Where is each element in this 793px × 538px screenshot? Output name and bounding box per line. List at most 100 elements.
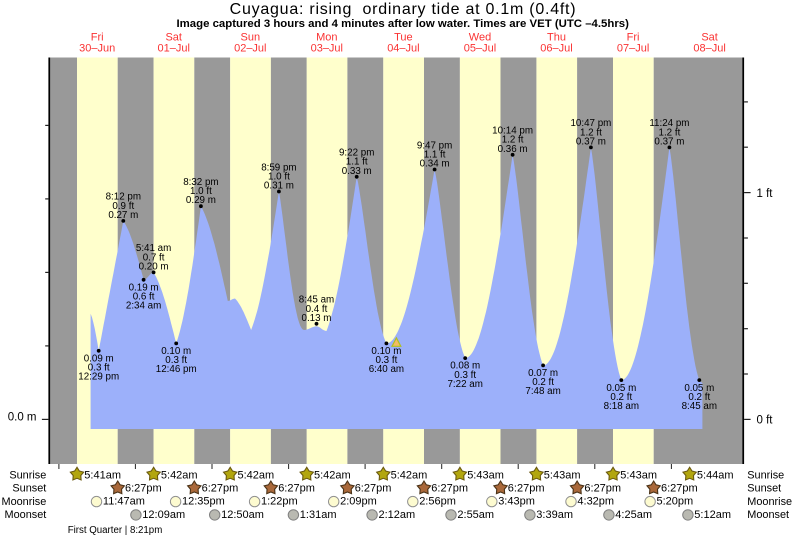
svg-text:8:45 am: 8:45 am xyxy=(299,295,334,306)
svg-text:0.10 m: 0.10 m xyxy=(161,346,191,357)
svg-text:1.0 ft: 1.0 ft xyxy=(268,171,290,182)
svg-text:5:41 am: 5:41 am xyxy=(136,243,171,254)
svg-text:4:25am: 4:25am xyxy=(615,509,652,521)
svg-text:5:12am: 5:12am xyxy=(694,509,731,521)
svg-text:0.10 m: 0.10 m xyxy=(371,346,401,357)
svg-text:5:42am: 5:42am xyxy=(238,469,275,481)
svg-text:9:22 pm: 9:22 pm xyxy=(339,148,374,159)
svg-text:Moonrise: Moonrise xyxy=(2,496,47,508)
svg-text:5:41am: 5:41am xyxy=(84,469,121,481)
svg-text:11:47am: 11:47am xyxy=(103,496,145,508)
svg-text:0.6 ft: 0.6 ft xyxy=(133,292,155,303)
svg-text:0.09 m: 0.09 m xyxy=(84,353,114,364)
svg-text:5:43am: 5:43am xyxy=(544,469,581,481)
svg-text:12:29 pm: 12:29 pm xyxy=(78,372,119,383)
svg-text:04–Jul: 04–Jul xyxy=(387,43,419,55)
svg-text:Tue: Tue xyxy=(394,32,413,44)
svg-text:6:27pm: 6:27pm xyxy=(278,483,315,495)
svg-text:0.2 ft: 0.2 ft xyxy=(532,377,554,388)
svg-text:5:44am: 5:44am xyxy=(697,469,734,481)
svg-text:05–Jul: 05–Jul xyxy=(464,43,496,55)
svg-text:0.3 ft: 0.3 ft xyxy=(454,370,476,381)
svg-text:6:40 am: 6:40 am xyxy=(369,364,404,375)
svg-text:0.20 m: 0.20 m xyxy=(139,261,169,272)
svg-text:1:31am: 1:31am xyxy=(300,509,337,521)
svg-text:5:42am: 5:42am xyxy=(314,469,351,481)
svg-text:8:45 am: 8:45 am xyxy=(682,401,717,412)
svg-text:0.9 ft: 0.9 ft xyxy=(112,201,134,212)
svg-text:10:14 pm: 10:14 pm xyxy=(492,126,533,137)
svg-text:2:12am: 2:12am xyxy=(379,509,416,521)
svg-text:8:18 am: 8:18 am xyxy=(604,401,639,412)
svg-text:12:09am: 12:09am xyxy=(142,509,185,521)
svg-text:Sat: Sat xyxy=(701,32,718,44)
svg-text:1.1 ft: 1.1 ft xyxy=(346,157,368,168)
svg-text:Sat: Sat xyxy=(165,32,182,44)
svg-text:0.4 ft: 0.4 ft xyxy=(306,304,328,315)
svg-text:6:27pm: 6:27pm xyxy=(584,483,621,495)
svg-text:6:27pm: 6:27pm xyxy=(508,483,545,495)
svg-text:0.36 m: 0.36 m xyxy=(498,144,528,155)
svg-text:08–Jul: 08–Jul xyxy=(693,43,725,55)
svg-text:0.05 m: 0.05 m xyxy=(684,383,714,394)
svg-text:2:56pm: 2:56pm xyxy=(419,496,456,508)
svg-text:Sunset: Sunset xyxy=(747,483,781,495)
svg-text:5:20pm: 5:20pm xyxy=(657,496,694,508)
svg-text:9:47 pm: 9:47 pm xyxy=(417,140,452,151)
svg-text:5:43am: 5:43am xyxy=(467,469,504,481)
svg-text:0.29 m: 0.29 m xyxy=(186,195,216,206)
svg-text:6:27pm: 6:27pm xyxy=(125,483,162,495)
svg-text:0 ft: 0 ft xyxy=(757,415,774,427)
svg-text:3:43pm: 3:43pm xyxy=(498,496,535,508)
svg-text:7:22 am: 7:22 am xyxy=(447,379,482,390)
svg-text:5:43am: 5:43am xyxy=(620,469,657,481)
svg-text:Image captured 3 hours and 4 m: Image captured 3 hours and 4 minutes aft… xyxy=(177,18,630,30)
svg-text:2:55am: 2:55am xyxy=(457,509,494,521)
svg-text:30–Jun: 30–Jun xyxy=(79,43,115,55)
svg-text:0.34 m: 0.34 m xyxy=(420,159,450,170)
svg-text:11:24 pm: 11:24 pm xyxy=(649,118,689,129)
svg-text:4:32pm: 4:32pm xyxy=(577,496,614,508)
svg-text:03–Jul: 03–Jul xyxy=(311,43,343,55)
svg-text:Wed: Wed xyxy=(469,32,491,44)
svg-text:Fri: Fri xyxy=(91,32,104,44)
svg-text:7:48 am: 7:48 am xyxy=(525,386,560,397)
svg-text:Sunset: Sunset xyxy=(12,483,46,495)
svg-text:0.37 m: 0.37 m xyxy=(576,136,606,147)
svg-text:5:42am: 5:42am xyxy=(391,469,428,481)
svg-text:0.37 m: 0.37 m xyxy=(654,136,684,147)
svg-text:1:22pm: 1:22pm xyxy=(261,496,298,508)
svg-text:5:42am: 5:42am xyxy=(161,469,198,481)
svg-text:8:32 pm: 8:32 pm xyxy=(183,177,218,188)
svg-text:Thu: Thu xyxy=(547,32,566,44)
svg-text:07–Jul: 07–Jul xyxy=(617,43,649,55)
svg-text:First Quarter | 8:21pm: First Quarter | 8:21pm xyxy=(68,525,163,536)
svg-text:12:50am: 12:50am xyxy=(221,509,264,521)
svg-text:6:27pm: 6:27pm xyxy=(431,483,468,495)
svg-text:Moonset: Moonset xyxy=(747,509,789,521)
svg-text:1.2 ft: 1.2 ft xyxy=(502,135,524,146)
svg-text:0.0 m: 0.0 m xyxy=(8,412,37,424)
svg-text:8:12 pm: 8:12 pm xyxy=(106,192,141,203)
svg-text:1.2 ft: 1.2 ft xyxy=(580,127,602,138)
svg-text:1.0 ft: 1.0 ft xyxy=(190,186,212,197)
svg-text:02–Jul: 02–Jul xyxy=(234,43,266,55)
svg-text:Sun: Sun xyxy=(241,32,261,44)
svg-text:Moonset: Moonset xyxy=(5,509,47,521)
svg-text:6:27pm: 6:27pm xyxy=(202,483,239,495)
svg-text:0.3 ft: 0.3 ft xyxy=(376,355,398,366)
svg-text:6:27pm: 6:27pm xyxy=(355,483,392,495)
svg-text:0.31 m: 0.31 m xyxy=(264,181,294,192)
svg-text:12:35pm: 12:35pm xyxy=(182,496,225,508)
svg-text:0.2 ft: 0.2 ft xyxy=(610,392,632,403)
svg-text:12:46 pm: 12:46 pm xyxy=(156,364,197,375)
svg-text:0.08 m: 0.08 m xyxy=(450,361,480,372)
svg-text:6:27pm: 6:27pm xyxy=(661,483,698,495)
svg-text:0.07 m: 0.07 m xyxy=(528,368,558,379)
svg-text:0.05 m: 0.05 m xyxy=(606,383,636,394)
svg-text:2:34 am: 2:34 am xyxy=(126,301,161,312)
svg-text:0.7 ft: 0.7 ft xyxy=(143,252,165,263)
svg-text:0.19 m: 0.19 m xyxy=(129,282,159,293)
svg-text:Mon: Mon xyxy=(316,32,337,44)
svg-text:Sunrise: Sunrise xyxy=(747,470,784,482)
